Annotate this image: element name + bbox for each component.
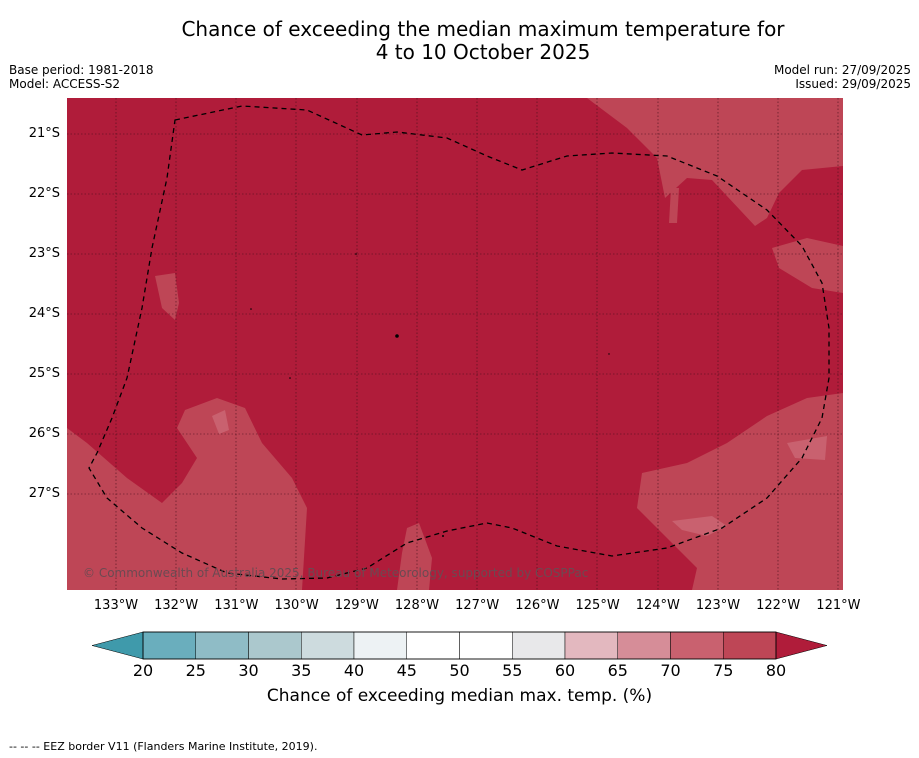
colorbar-tick-label: 65 (607, 661, 628, 680)
colorbar-tick-label: 20 (132, 661, 154, 680)
longitude-label: 126°W (515, 598, 560, 613)
colorbar-tick-label: 55 (502, 661, 523, 680)
latitude-label: 23°S (28, 246, 60, 261)
colorbar-tick-label: 75 (713, 661, 734, 680)
latitude-label: 24°S (28, 306, 60, 321)
region-70-75-west-patch (212, 410, 229, 434)
colorbar-outline (142, 631, 777, 660)
colorbar-tick-label: 50 (449, 661, 470, 680)
colorbar-high-arrow (775, 631, 828, 660)
colorbar-tick-label: 70 (660, 661, 681, 680)
model-run: Model run: 27/09/2025 (773, 63, 911, 77)
colorbar-tick-label: 35 (291, 661, 312, 680)
eez-border (88, 105, 830, 580)
colorbar-segments (142, 631, 777, 660)
colorbar-segment (406, 631, 460, 660)
eez-legend-note: -- -- -- EEZ border V11 (Flanders Marine… (9, 740, 318, 753)
region-75-80-west-patch (155, 273, 179, 320)
colorbar-segment (353, 631, 407, 660)
colorbar-segment (723, 631, 777, 660)
longitude-label: 122°W (756, 598, 801, 613)
colorbar-segment (195, 631, 249, 660)
title-line-1: Chance of exceeding the median maximum t… (181, 17, 785, 41)
region-75-80-south-patch (397, 523, 432, 590)
latitude-label: 25°S (28, 366, 60, 381)
model-name: Model: ACCESS-S2 (9, 77, 121, 91)
colorbar-tick-label: 25 (185, 661, 206, 680)
longitude-label: 124°W (635, 598, 680, 613)
longitude-label: 128°W (394, 598, 440, 613)
colorbar-tick-label: 45 (396, 661, 417, 680)
colorbar-tick-label: 30 (238, 661, 259, 680)
graticule (67, 98, 843, 590)
meta-right: Model run: 27/09/2025 Issued: 29/09/2025 (774, 63, 911, 91)
latitude-label: 21°S (28, 126, 60, 141)
colorbar-segment (670, 631, 724, 660)
longitude-label: 127°W (455, 598, 500, 613)
longitude-label: 130°W (274, 598, 319, 613)
issued-date: Issued: 29/09/2025 (795, 77, 911, 91)
map-panel: © Commonwealth of Australia 2025, Bureau… (67, 98, 843, 590)
colorbar-segment (459, 631, 513, 660)
region-75-80-east (772, 238, 843, 293)
region-75-80-spot (669, 188, 679, 223)
base-period: Base period: 1981-2018 (9, 63, 154, 77)
colorbar-segment (564, 631, 618, 660)
longitude-label: 131°W (214, 598, 259, 613)
colorbar-title: Chance of exceeding median max. temp. (%… (266, 686, 653, 706)
region-75-80-northeast (587, 98, 843, 226)
colorbar-tick-label: 60 (554, 661, 576, 680)
latitude-label: 22°S (28, 186, 60, 201)
chart-title: Chance of exceeding the median maximum t… (0, 18, 919, 64)
colorbar-segment (512, 631, 566, 660)
longitude-label: 133°W (93, 598, 139, 613)
longitude-label: 129°W (334, 598, 379, 613)
map-svg (67, 98, 843, 590)
colorbar-tick-label: 80 (765, 661, 787, 680)
copyright-notice: © Commonwealth of Australia 2025, Bureau… (83, 566, 589, 580)
latitude-label: 27°S (28, 486, 60, 501)
colorbar-segment (142, 631, 196, 660)
title-line-2: 4 to 10 October 2025 (375, 40, 591, 64)
longitude-label: 121°W (816, 598, 861, 613)
latitude-label: 26°S (28, 426, 60, 441)
colorbar-segment (248, 631, 302, 660)
longitude-label: 132°W (154, 598, 199, 613)
colorbar-segment (301, 631, 355, 660)
colorbar-segment (617, 631, 671, 660)
longitude-label: 125°W (575, 598, 620, 613)
islands (250, 253, 610, 537)
colorbar-low-arrow (91, 631, 144, 660)
colorbar-tick-label: 40 (343, 661, 365, 680)
meta-left: Base period: 1981-2018 Model: ACCESS-S2 (9, 63, 154, 91)
longitude-label: 123°W (695, 598, 741, 613)
